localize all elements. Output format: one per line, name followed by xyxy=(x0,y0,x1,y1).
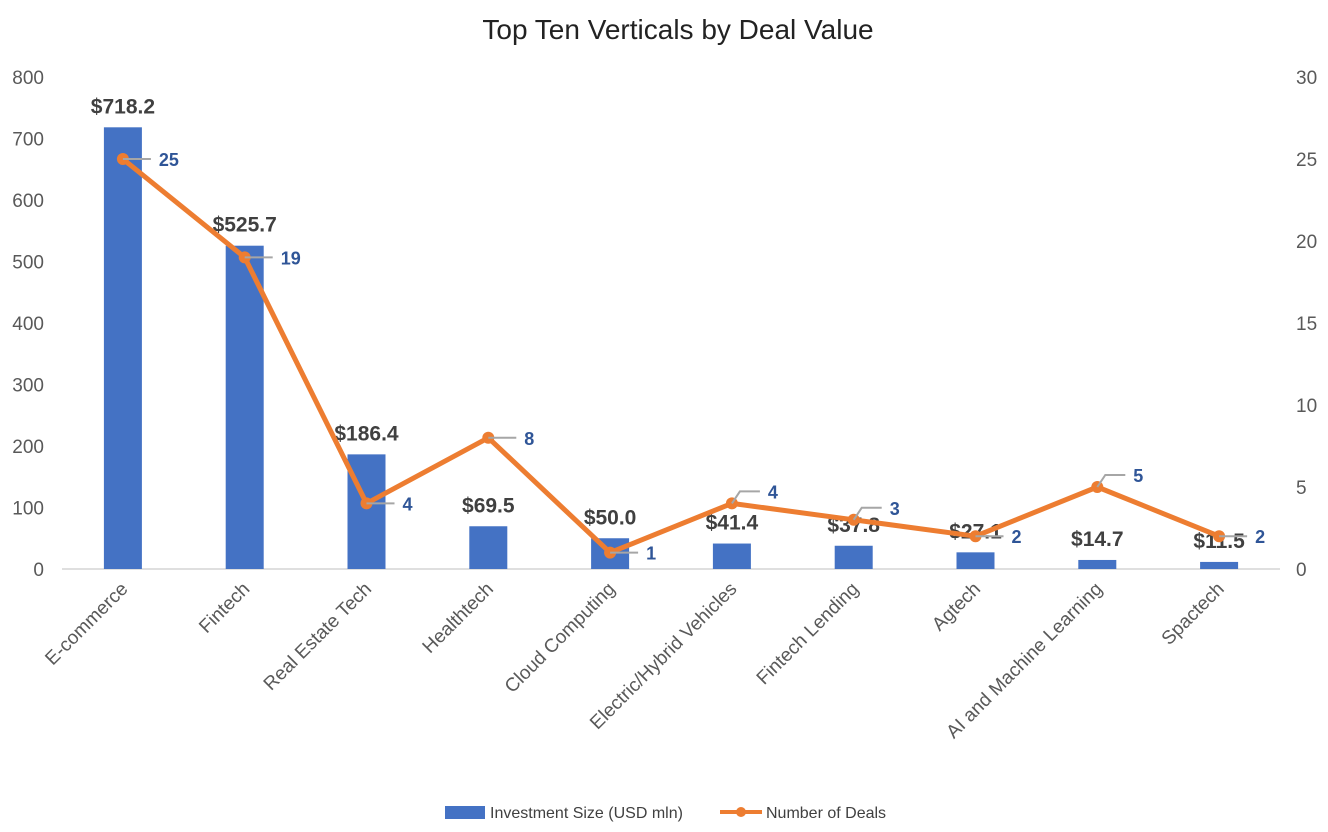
bar-value-label: $718.2 xyxy=(91,95,155,118)
deals-value-label: 2 xyxy=(1012,527,1022,547)
y-left-tick-label: 200 xyxy=(12,437,44,458)
y-right-tick-label: 20 xyxy=(1296,232,1317,253)
y-left-tick-label: 800 xyxy=(12,68,44,89)
bar-value-label: $41.4 xyxy=(706,512,759,535)
x-tick-label: Fintech Lending xyxy=(753,579,863,689)
bar xyxy=(469,526,508,569)
chart-title: Top Ten Verticals by Deal Value xyxy=(482,14,873,45)
y-left-tick-label: 700 xyxy=(12,130,44,151)
y-left-tick-label: 500 xyxy=(12,253,44,274)
legend-swatch-marker xyxy=(736,807,746,817)
y-left-tick-label: 600 xyxy=(12,191,44,212)
x-tick-label: Healthtech xyxy=(419,579,498,658)
x-tick-label: Real Estate Tech xyxy=(260,579,376,695)
legend-label-line: Number of Deals xyxy=(766,805,886,822)
legend-swatch-bar xyxy=(445,806,485,819)
leader-line xyxy=(852,506,882,521)
bar-value-label: $186.4 xyxy=(334,422,399,445)
deals-value-label: 5 xyxy=(1133,466,1143,486)
deals-value-label: 25 xyxy=(159,150,179,170)
bar xyxy=(712,543,751,569)
x-tick-label: Agtech xyxy=(928,579,985,636)
bar xyxy=(1200,561,1239,569)
x-tick-label: Spactech xyxy=(1158,579,1229,650)
deals-value-label: 4 xyxy=(403,494,413,514)
deals-value-label: 2 xyxy=(1255,527,1265,547)
bar xyxy=(225,245,264,569)
y-right-tick-label: 30 xyxy=(1296,68,1317,89)
bar xyxy=(103,127,142,569)
y-left-tick-label: 400 xyxy=(12,314,44,335)
leader-line xyxy=(731,490,760,504)
y-left-tick-label: 300 xyxy=(12,376,44,397)
deals-value-label: 4 xyxy=(768,482,778,502)
bar-value-label: $69.5 xyxy=(462,494,515,517)
bar-value-label: $525.7 xyxy=(213,214,277,237)
y-left-tick-label: 100 xyxy=(12,499,44,520)
y-right-tick-label: 10 xyxy=(1296,396,1317,417)
bar-value-label: $50.0 xyxy=(584,506,637,529)
legend-label-bar: Investment Size (USD mln) xyxy=(490,805,683,822)
y-left-tick-label: 0 xyxy=(33,560,44,581)
bar xyxy=(834,545,873,569)
legend: Investment Size (USD mln) Number of Deal… xyxy=(445,805,886,822)
y-right-tick-label: 5 xyxy=(1296,478,1307,499)
deals-marker xyxy=(116,153,129,165)
bar xyxy=(956,552,995,569)
x-tick-label: Cloud Computing xyxy=(501,579,620,698)
deals-value-label: 3 xyxy=(890,499,900,519)
deals-value-label: 19 xyxy=(281,248,301,268)
bar-value-label: $14.7 xyxy=(1071,528,1124,551)
leader-line xyxy=(1096,474,1126,488)
deals-value-label: 1 xyxy=(646,544,656,564)
deals-line xyxy=(121,157,1221,556)
deals-value-label: 8 xyxy=(524,429,534,449)
bar xyxy=(1078,559,1117,569)
y-right-tick-label: 0 xyxy=(1296,560,1307,581)
x-tick-label: E-commerce xyxy=(41,579,132,670)
y-right-tick-label: 15 xyxy=(1296,314,1317,335)
y-right-tick-label: 25 xyxy=(1296,150,1317,171)
x-tick-label: Fintech xyxy=(195,579,254,638)
